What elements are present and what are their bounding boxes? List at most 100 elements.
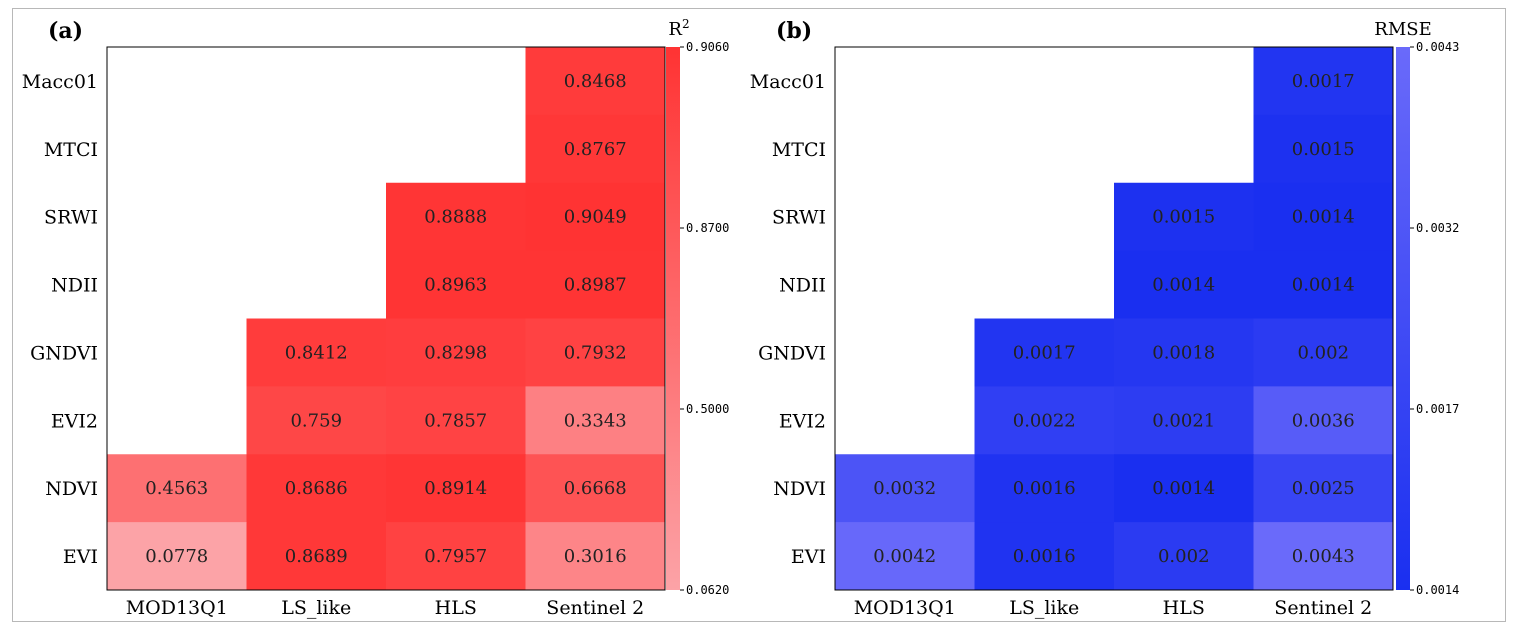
heatmap-cell bbox=[525, 250, 666, 319]
y-tick-label: GNDVI bbox=[758, 342, 826, 364]
heatmap-cell bbox=[246, 522, 387, 591]
cell-value-label: 0.0016 bbox=[1013, 546, 1076, 567]
colorbar-title: R2 bbox=[668, 17, 689, 40]
cell-value-label: 0.9049 bbox=[564, 207, 627, 228]
x-tick-label: HLS bbox=[1163, 597, 1205, 619]
cell-value-label: 0.0036 bbox=[1292, 410, 1355, 431]
heatmap-cell bbox=[1114, 454, 1254, 523]
colorbar-tick-label: 0.9060 bbox=[686, 40, 729, 54]
colorbar-tick-label: 0.0043 bbox=[1416, 40, 1459, 54]
heatmap-cell bbox=[246, 386, 387, 455]
heatmap-cell bbox=[974, 318, 1115, 387]
heatmap-cell bbox=[386, 454, 526, 523]
y-tick-label: SRWI bbox=[44, 207, 98, 229]
cell-value-label: 0.8987 bbox=[564, 275, 627, 296]
y-tick-label: EVI2 bbox=[51, 410, 98, 432]
panel-label: (a) bbox=[48, 18, 83, 44]
y-tick-label: MTCI bbox=[44, 139, 98, 161]
cell-value-label: 0.8686 bbox=[285, 478, 348, 499]
x-tick-label: HLS bbox=[435, 597, 477, 619]
y-tick-label: NDII bbox=[51, 275, 98, 297]
heatmap-cell bbox=[525, 182, 666, 252]
x-tick-label: MOD13Q1 bbox=[126, 597, 228, 619]
heatmap-cell bbox=[1253, 522, 1394, 591]
plot-frame bbox=[106, 46, 666, 591]
colorbar-tick-label: 0.8700 bbox=[686, 221, 729, 235]
cell-value-label: 0.0778 bbox=[145, 546, 208, 567]
heatmap-panel-2: 0.0017 0.0015 0.0015 0.0014 0.0014 0.0014 0.00… bbox=[750, 18, 1460, 619]
y-tick-label: NDII bbox=[779, 275, 826, 297]
x-tick-label: LS_like bbox=[281, 597, 351, 619]
heatmap-cell bbox=[1253, 386, 1394, 455]
heatmap-cell bbox=[1114, 318, 1254, 387]
colorbar-title-superscript: 2 bbox=[682, 17, 690, 31]
y-tick-label: NDVI bbox=[45, 478, 98, 500]
heatmap-cell bbox=[1114, 386, 1254, 455]
cell-value-label: 0.0017 bbox=[1013, 342, 1076, 363]
figure-frame bbox=[12, 8, 1506, 622]
heatmap-cell bbox=[386, 522, 526, 591]
cell-value-label: 0.0042 bbox=[873, 546, 936, 567]
panel-label: (b) bbox=[776, 18, 812, 44]
cell-value-label: 0.8298 bbox=[424, 342, 487, 363]
colorbar-title-text: R bbox=[668, 19, 682, 40]
heatmap-cell bbox=[835, 454, 975, 523]
plot-frame bbox=[834, 46, 1394, 591]
y-tick-label: EVI bbox=[63, 546, 98, 568]
cell-value-label: 0.0014 bbox=[1152, 275, 1215, 296]
colorbar bbox=[1396, 47, 1410, 590]
cell-value-label: 0.8767 bbox=[564, 139, 627, 160]
heatmap-cell bbox=[1253, 182, 1394, 252]
cell-value-label: 0.8963 bbox=[424, 275, 487, 296]
cell-value-label: 0.7932 bbox=[564, 342, 627, 363]
heatmap-cell bbox=[107, 454, 247, 523]
cell-value-label: 0.759 bbox=[290, 410, 342, 431]
cell-value-label: 0.8412 bbox=[285, 342, 348, 363]
heatmap-cell bbox=[525, 386, 666, 455]
heatmap-cell bbox=[386, 386, 526, 455]
x-tick-label: MOD13Q1 bbox=[854, 597, 956, 619]
cell-value-label: 0.0032 bbox=[873, 478, 936, 499]
cell-value-label: 0.8468 bbox=[564, 71, 627, 92]
cell-value-label: 0.002 bbox=[1158, 546, 1210, 567]
cell-value-label: 0.0021 bbox=[1152, 410, 1215, 431]
heatmap-cell bbox=[1253, 454, 1394, 523]
heatmap-cell bbox=[246, 318, 387, 387]
heatmap-cell bbox=[1253, 47, 1394, 116]
heatmap-cell bbox=[525, 454, 666, 523]
heatmap-cell bbox=[386, 318, 526, 387]
cell-value-label: 0.0014 bbox=[1152, 478, 1215, 499]
y-tick-label: MTCI bbox=[772, 139, 826, 161]
cell-value-label: 0.3016 bbox=[564, 546, 627, 567]
x-tick-label: Sentinel 2 bbox=[546, 597, 644, 619]
colorbar-title: RMSE bbox=[1374, 19, 1431, 40]
colorbar-tick-label: 0.0032 bbox=[1416, 221, 1459, 235]
heatmap-cell bbox=[525, 114, 666, 184]
heatmap-cell bbox=[1114, 250, 1254, 319]
y-tick-label: EVI bbox=[791, 546, 826, 568]
heatmap-cell bbox=[525, 47, 666, 116]
cell-value-label: 0.7957 bbox=[424, 546, 487, 567]
heatmap-cell bbox=[246, 454, 387, 523]
heatmap-cell bbox=[1253, 114, 1394, 184]
cell-value-label: 0.0016 bbox=[1013, 478, 1076, 499]
cell-value-label: 0.0015 bbox=[1292, 139, 1355, 160]
y-tick-label: GNDVI bbox=[30, 342, 98, 364]
heatmap-cell bbox=[525, 318, 666, 387]
heatmap-cell bbox=[835, 522, 975, 591]
cell-value-label: 0.0018 bbox=[1152, 342, 1215, 363]
colorbar-tick-label: 0.5000 bbox=[686, 402, 729, 416]
heatmap-cell bbox=[107, 522, 247, 591]
cell-value-label: 0.7857 bbox=[424, 410, 487, 431]
heatmap-cell bbox=[1114, 182, 1254, 252]
cell-value-label: 0.0025 bbox=[1292, 478, 1355, 499]
y-tick-label: SRWI bbox=[772, 207, 826, 229]
heatmap-cell bbox=[1253, 318, 1394, 387]
x-tick-label: LS_like bbox=[1009, 597, 1079, 619]
cell-value-label: 0.0017 bbox=[1292, 71, 1355, 92]
y-tick-label: Macc01 bbox=[750, 71, 826, 93]
colorbar-tick-label: 0.0017 bbox=[1416, 402, 1459, 416]
cell-value-label: 0.8914 bbox=[424, 478, 487, 499]
cell-value-label: 0.0014 bbox=[1292, 207, 1355, 228]
